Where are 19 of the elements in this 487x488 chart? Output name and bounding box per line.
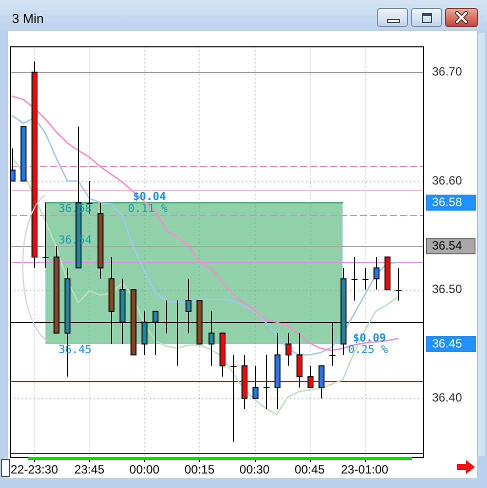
y-tick-label: 36.70 <box>432 64 462 79</box>
annotation: $0.04 <box>132 190 166 203</box>
y-tick-label: 36.58 <box>432 195 462 210</box>
annotation: 0.11 % <box>128 202 168 216</box>
ref-line-label: 36.54 <box>432 238 462 252</box>
chart-title: 3 Min <box>12 11 44 26</box>
y-tick-label: 36.45 <box>432 336 462 350</box>
x-tick-label: 00:30 <box>240 462 270 477</box>
annotation: $0.09 <box>352 331 386 344</box>
y-tick-label: 36.60 <box>432 173 462 188</box>
y-tick-label: 36.40 <box>432 390 462 405</box>
x-tick-label: 22-23:30 <box>10 462 58 477</box>
x-tick-label: 00:45 <box>294 462 325 477</box>
annotation: 0.25 % <box>348 342 388 356</box>
x-tick-label: 23:45 <box>74 462 105 477</box>
y-tick-label: 36.50 <box>432 282 462 296</box>
x-tick-label: 00:00 <box>129 462 160 477</box>
x-tick-label: 00:15 <box>184 462 215 477</box>
x-tick-label: 23-01:00 <box>340 462 389 477</box>
